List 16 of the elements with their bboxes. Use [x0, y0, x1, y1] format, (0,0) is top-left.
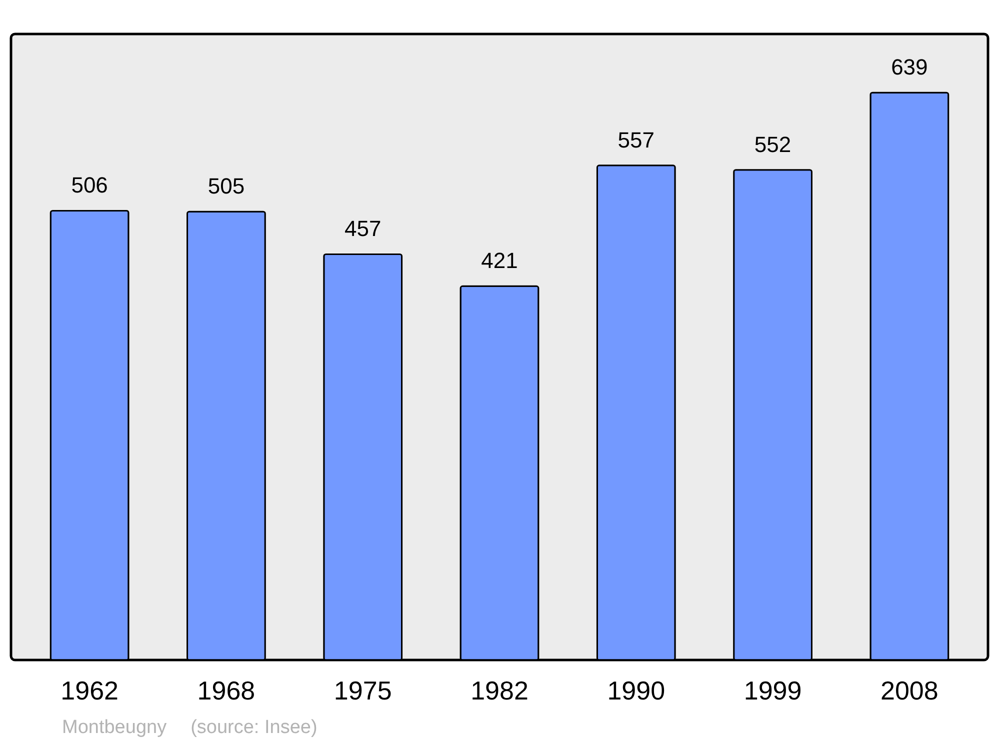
- data-label: 506: [71, 172, 108, 198]
- text: Montbeugny: [62, 717, 167, 738]
- data-label: 457: [344, 216, 382, 242]
- x-tick-label: 1990: [607, 676, 666, 706]
- text: (source: Insee): [190, 717, 318, 738]
- data-label: 421: [481, 248, 518, 274]
- x-tick-label: 1999: [744, 676, 802, 706]
- x-tick-label: 1982: [470, 676, 528, 706]
- data-label: 557: [618, 127, 655, 152]
- x-tick-label: 2008: [880, 676, 938, 706]
- data-label: 639: [891, 54, 928, 80]
- data-label: 505: [208, 174, 245, 199]
- x-tick-label: 1962: [60, 676, 118, 706]
- x-tick-label: 1968: [197, 676, 256, 706]
- x-tick-label: 1975: [334, 676, 392, 706]
- data-label: 552: [754, 132, 792, 157]
